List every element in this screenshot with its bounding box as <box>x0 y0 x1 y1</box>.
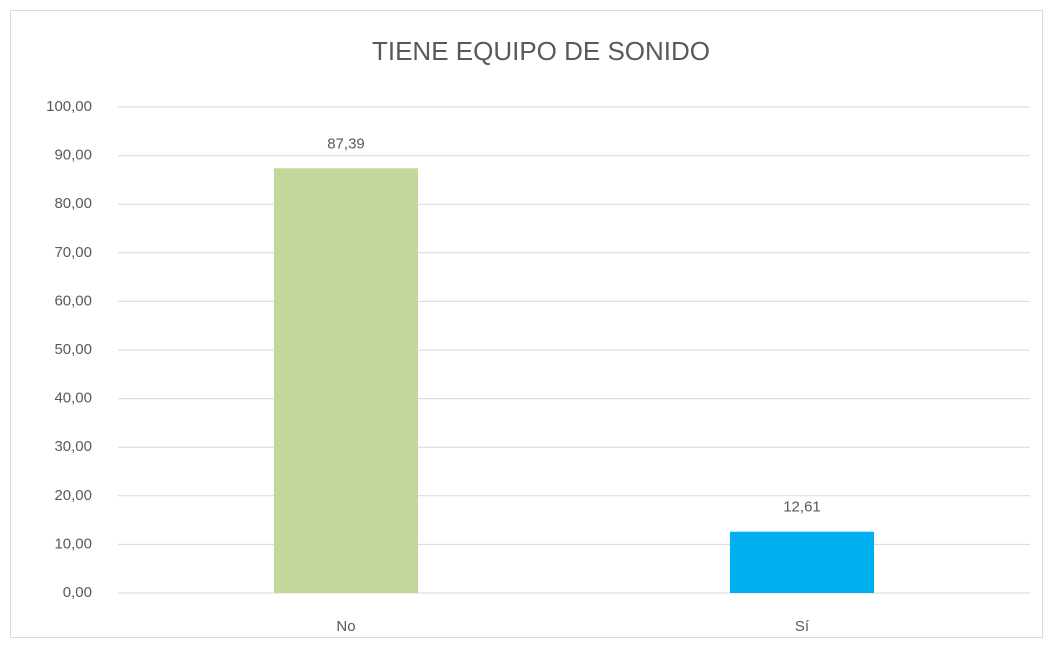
chart-border <box>10 10 1043 638</box>
x-tick-label: Sí <box>795 618 810 635</box>
x-tick-label: No <box>336 618 355 635</box>
bar <box>273 168 419 593</box>
data-label: 12,61 <box>783 499 821 516</box>
y-tick-label: 10,00 <box>54 535 92 552</box>
chart-title: TIENE EQUIPO DE SONIDO <box>372 36 710 66</box>
y-tick-label: 20,00 <box>54 487 92 504</box>
bar <box>729 531 875 593</box>
y-tick-label: 40,00 <box>54 390 92 407</box>
y-tick-label: 0,00 <box>63 584 92 601</box>
y-tick-label: 50,00 <box>54 341 92 358</box>
data-label: 87,39 <box>327 135 365 152</box>
y-tick-label: 80,00 <box>54 195 92 212</box>
y-tick-label: 100,00 <box>46 98 92 115</box>
y-tick-label: 60,00 <box>54 292 92 309</box>
y-tick-label: 70,00 <box>54 244 92 261</box>
y-tick-label: 30,00 <box>54 438 92 455</box>
y-tick-label: 90,00 <box>54 147 92 164</box>
